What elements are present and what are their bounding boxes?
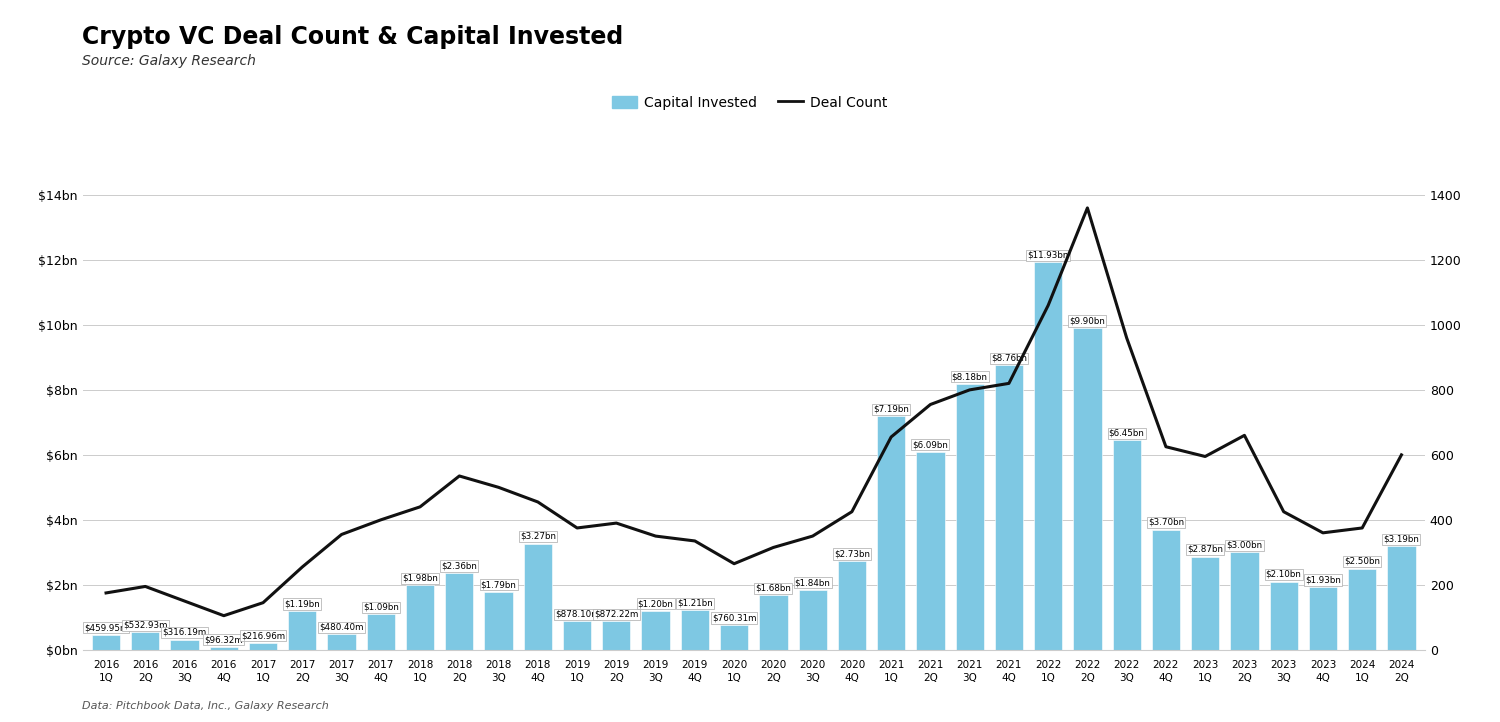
- Text: $532.93m: $532.93m: [123, 621, 168, 630]
- Text: $1.20bn: $1.20bn: [638, 599, 674, 608]
- Text: $1.93bn: $1.93bn: [1305, 575, 1341, 585]
- Text: $1.21bn: $1.21bn: [676, 599, 712, 608]
- Bar: [878, 416, 906, 650]
- Text: $8.18bn: $8.18bn: [951, 373, 987, 381]
- Bar: [171, 640, 198, 650]
- Text: $2.50bn: $2.50bn: [1344, 557, 1380, 566]
- Text: $2.87bn: $2.87bn: [1186, 545, 1222, 554]
- Bar: [1191, 557, 1219, 650]
- Bar: [720, 625, 748, 650]
- Text: $11.93bn: $11.93bn: [1028, 251, 1069, 260]
- Text: $1.98bn: $1.98bn: [402, 574, 438, 583]
- Text: $3.70bn: $3.70bn: [1148, 518, 1184, 527]
- Text: $1.79bn: $1.79bn: [480, 580, 516, 589]
- Text: $1.09bn: $1.09bn: [363, 603, 399, 612]
- Text: $6.45bn: $6.45bn: [1108, 429, 1144, 438]
- Text: $3.27bn: $3.27bn: [520, 532, 556, 541]
- Text: $2.73bn: $2.73bn: [834, 549, 870, 559]
- Text: $7.19bn: $7.19bn: [873, 404, 909, 414]
- Bar: [92, 635, 120, 650]
- Text: $760.31m: $760.31m: [712, 614, 756, 622]
- Text: $96.32m: $96.32m: [204, 635, 243, 644]
- Bar: [956, 384, 984, 650]
- Text: $2.36bn: $2.36bn: [441, 562, 477, 570]
- Text: $872.22m: $872.22m: [594, 610, 639, 619]
- Bar: [210, 647, 238, 650]
- Bar: [562, 621, 591, 650]
- Bar: [1113, 440, 1142, 650]
- Text: $9.90bn: $9.90bn: [1070, 316, 1106, 326]
- Text: $1.19bn: $1.19bn: [285, 599, 320, 609]
- Bar: [327, 634, 356, 650]
- Text: $3.00bn: $3.00bn: [1227, 541, 1263, 549]
- Bar: [1034, 262, 1062, 650]
- Bar: [994, 365, 1023, 650]
- Bar: [1230, 552, 1258, 650]
- Bar: [642, 611, 669, 650]
- Text: Crypto VC Deal Count & Capital Invested: Crypto VC Deal Count & Capital Invested: [82, 25, 624, 49]
- Bar: [484, 591, 513, 650]
- Bar: [759, 595, 788, 650]
- Text: $2.10bn: $2.10bn: [1266, 570, 1302, 579]
- Text: $3.19bn: $3.19bn: [1383, 534, 1419, 544]
- Bar: [1348, 569, 1377, 650]
- Bar: [1152, 530, 1180, 650]
- Text: Source: Galaxy Research: Source: Galaxy Research: [82, 54, 256, 68]
- Bar: [798, 590, 826, 650]
- Bar: [524, 544, 552, 650]
- Text: $878.10m: $878.10m: [555, 609, 600, 619]
- Bar: [916, 452, 945, 650]
- Text: $1.84bn: $1.84bn: [795, 578, 831, 588]
- Text: $8.76bn: $8.76bn: [992, 354, 1028, 362]
- Text: $459.95m: $459.95m: [84, 623, 128, 632]
- Text: Data: Pitchbook Data, Inc., Galaxy Research: Data: Pitchbook Data, Inc., Galaxy Resea…: [82, 701, 330, 711]
- Text: $6.09bn: $6.09bn: [912, 440, 948, 449]
- Bar: [1388, 546, 1416, 650]
- Bar: [288, 611, 316, 650]
- Text: $316.19m: $316.19m: [162, 628, 207, 637]
- Bar: [249, 643, 278, 650]
- Bar: [130, 632, 159, 650]
- Bar: [681, 611, 710, 650]
- Text: $216.96m: $216.96m: [242, 631, 285, 640]
- Text: $480.40m: $480.40m: [320, 622, 364, 632]
- Bar: [406, 586, 433, 650]
- Legend: Capital Invested, Deal Count: Capital Invested, Deal Count: [608, 90, 892, 115]
- Bar: [1074, 329, 1101, 650]
- Bar: [1269, 582, 1298, 650]
- Bar: [1310, 587, 1336, 650]
- Text: $1.68bn: $1.68bn: [756, 583, 792, 593]
- Bar: [366, 614, 394, 650]
- Bar: [839, 561, 866, 650]
- Bar: [602, 622, 630, 650]
- Bar: [446, 573, 474, 650]
